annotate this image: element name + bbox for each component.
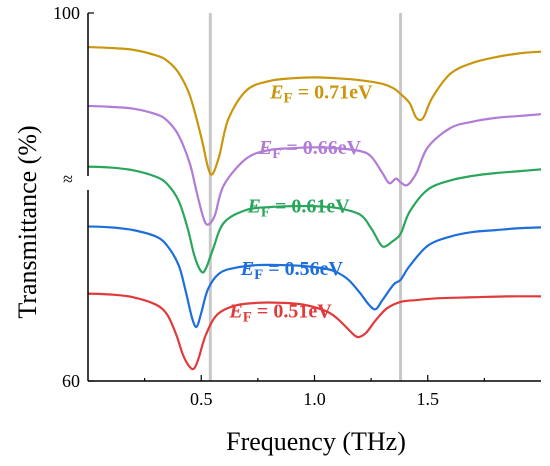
series-line xyxy=(87,225,542,328)
series-label: EF = 0.56eV xyxy=(240,258,344,283)
series-label: EF = 0.51eV xyxy=(228,301,332,326)
series-line xyxy=(87,165,542,274)
series-line xyxy=(87,104,542,226)
series-label: EF = 0.71eV xyxy=(269,82,373,107)
y-tick-label: 100 xyxy=(53,3,80,23)
series-line xyxy=(87,45,542,176)
y-axis-break-symbol: ≈ xyxy=(63,169,73,189)
x-axis-title: Frequency (THz) xyxy=(226,427,406,456)
x-tick-label: 0.5 xyxy=(190,389,213,409)
x-tick-label: 1.0 xyxy=(303,389,326,409)
y-axis-break-gap xyxy=(84,176,92,190)
series-labels: EF = 0.71eV EF = 0.66eV EF = 0.61eV EF = 0.… xyxy=(228,82,373,326)
reference-lines xyxy=(208,13,403,381)
x-tick-label: 1.5 xyxy=(417,389,440,409)
ticks: 0.5 1.0 1.5 100 60 xyxy=(53,3,485,409)
series-group xyxy=(87,45,542,371)
series-line xyxy=(87,292,542,371)
y-axis-title: Transmittance (%) xyxy=(13,125,42,318)
series-label: EF = 0.61eV xyxy=(247,196,351,221)
series-label: EF = 0.66eV xyxy=(258,137,362,162)
y-tick-label: 60 xyxy=(62,371,80,391)
